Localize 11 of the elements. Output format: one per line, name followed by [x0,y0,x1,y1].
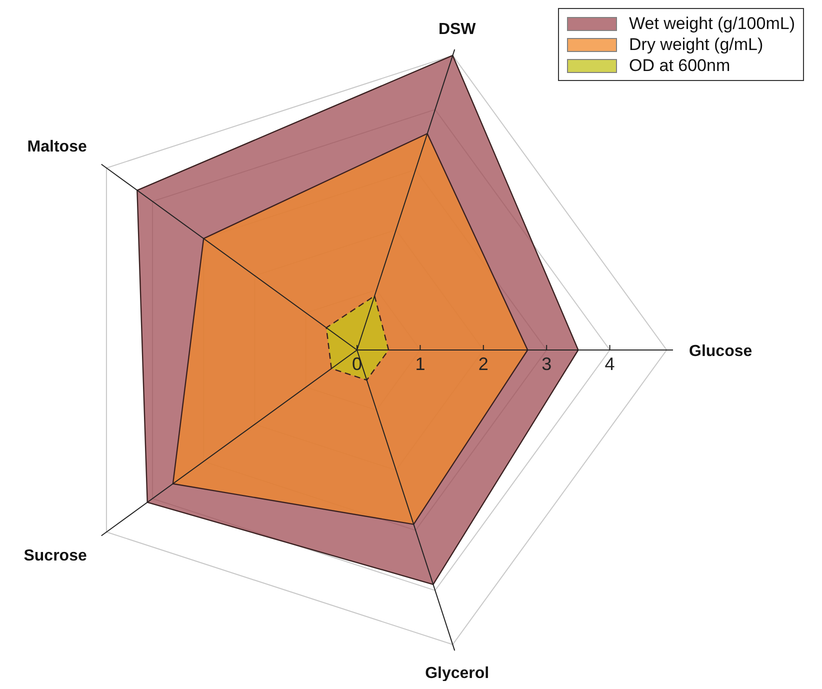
spoke-label: Sucrose [24,547,87,564]
legend-label: OD at 600nm [628,55,732,76]
legend-label: Dry weight (g/mL) [628,34,764,55]
y-tick-label: 2 [478,354,488,374]
spoke-label: Glucose [689,343,752,360]
spoke-label: Maltose [27,138,87,156]
spoke-label: DSW [438,20,477,38]
legend-label: Wet weight (g/100mL) [628,13,795,34]
y-tick-label: 3 [542,354,552,374]
y-tick-label: 1 [415,354,426,374]
y-tick-label: 4 [604,354,615,374]
